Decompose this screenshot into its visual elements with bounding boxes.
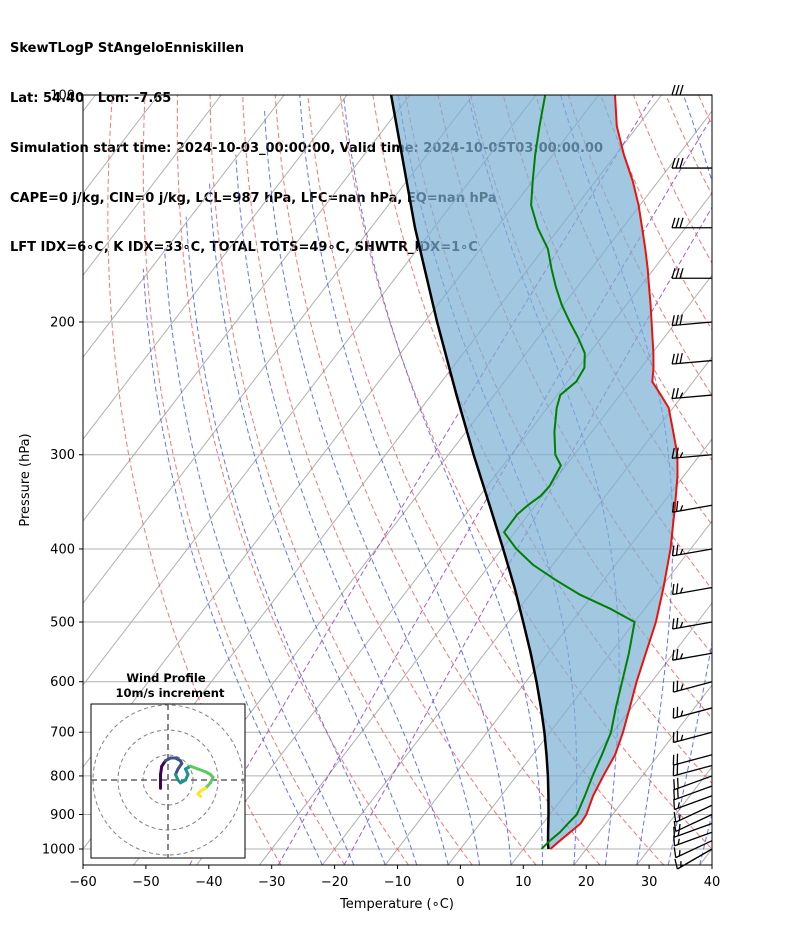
dry-adiabat [372, 95, 712, 785]
y-tick-label: 100 [50, 89, 75, 104]
wind-barb [674, 848, 713, 870]
isotherm-line [699, 848, 712, 865]
isotherm-line [384, 438, 712, 865]
hodograph-subtitle: 10m/s increment [116, 686, 225, 700]
wind-barb [671, 501, 713, 513]
y-tick-label: 900 [50, 808, 75, 823]
wind-barb [672, 706, 713, 719]
dry-adiabat [698, 95, 712, 127]
x-tick-label: −20 [321, 875, 348, 890]
chart-title: SkewTLogP StAngeloEnniskillen [10, 41, 244, 57]
moist-adiabat [299, 95, 512, 865]
wind-barb [673, 840, 713, 859]
x-tick-label: 10 [515, 875, 532, 890]
cape-fill [391, 95, 678, 849]
dry-adiabat [209, 95, 473, 865]
cin-area [391, 95, 678, 849]
wind-barb [671, 387, 713, 400]
moist-adiabat [142, 268, 323, 865]
wind-barb [672, 680, 713, 693]
wind-barb [671, 352, 713, 365]
wind-barb [673, 804, 713, 823]
moist-adiabat [667, 95, 712, 865]
y-tick-label: 800 [50, 769, 75, 784]
x-tick-label: −30 [258, 875, 285, 890]
wind-barb [673, 822, 713, 838]
dry-adiabat [764, 95, 794, 865]
y-axis-ticks: 100 200 300 400 500 600 700 800 900 1000 [42, 89, 83, 858]
wind-barb [671, 84, 712, 96]
wind-barb [672, 753, 713, 766]
moist-adiabat [185, 216, 386, 865]
wind-barb [673, 831, 713, 847]
hodograph-segment [196, 792, 202, 798]
dry-adiabat [665, 95, 712, 197]
wind-barb [671, 157, 712, 169]
x-tick-label: 20 [578, 875, 595, 890]
wind-barb [671, 649, 713, 661]
x-tick-label: −50 [132, 875, 159, 890]
wind-barb [672, 731, 713, 744]
dry-adiabat [307, 95, 664, 865]
y-tick-label: 300 [50, 448, 75, 463]
isotherm-line [83, 95, 411, 522]
hodograph-plot [91, 704, 245, 858]
wind-barb [671, 217, 712, 229]
wind-barb [671, 617, 713, 630]
y-tick-label: 600 [50, 675, 75, 690]
moist-adiabat [699, 811, 712, 865]
y-tick-label: 500 [50, 616, 75, 631]
wind-barb [671, 544, 713, 557]
dry-adiabat [142, 95, 346, 865]
x-tick-label: 0 [456, 875, 464, 890]
wind-barb [671, 268, 712, 279]
wind-barb [673, 795, 713, 811]
isotherm-line [573, 684, 712, 865]
wind-barb [673, 775, 713, 791]
x-axis-ticks: −60 −50 −40 −30 −20 −10 0 10 20 30 40 [69, 865, 720, 890]
isotherm-line [83, 95, 474, 604]
x-tick-label: −10 [384, 875, 411, 890]
x-tick-label: 30 [641, 875, 658, 890]
moist-adiabat [235, 154, 449, 865]
x-axis-label: Temperature (∘C) [339, 897, 454, 912]
hodograph-title: Wind Profile [126, 671, 206, 685]
isotherm-line [763, 95, 794, 865]
dry-adiabat [176, 95, 409, 865]
dry-adiabat [731, 95, 794, 865]
isotherm-line [83, 95, 348, 440]
parcel-profile-line [389, 95, 550, 850]
wind-barb [671, 447, 713, 459]
temperature-line [549, 95, 679, 850]
mixing-ratio-line [343, 206, 712, 865]
x-tick-label: −60 [69, 875, 96, 890]
dry-adiabat [600, 95, 712, 331]
sounding-series [389, 95, 679, 850]
dry-adiabat [274, 95, 601, 865]
wind-barb [671, 314, 713, 327]
y-axis-label: Pressure (hPa) [18, 433, 33, 526]
dewpoint-line [502, 95, 636, 850]
y-tick-label: 1000 [42, 843, 75, 858]
hodograph-inset: Wind Profile 10m/s increment [90, 671, 246, 859]
y-tick-label: 400 [50, 542, 75, 557]
isotherm-line [83, 95, 222, 276]
wind-barb [671, 583, 713, 596]
moist-adiabat [264, 110, 481, 865]
x-tick-label: 40 [704, 875, 721, 890]
x-tick-label: −40 [195, 875, 222, 890]
y-tick-label: 700 [50, 726, 75, 741]
moist-adiabat [208, 180, 418, 865]
isotherm-line [83, 95, 96, 113]
wind-barb [673, 785, 713, 801]
wind-barb [673, 813, 713, 832]
isotherm-line [83, 95, 285, 358]
wind-barb [672, 764, 713, 777]
y-tick-label: 200 [50, 315, 75, 330]
moist-adiabat [164, 248, 355, 865]
